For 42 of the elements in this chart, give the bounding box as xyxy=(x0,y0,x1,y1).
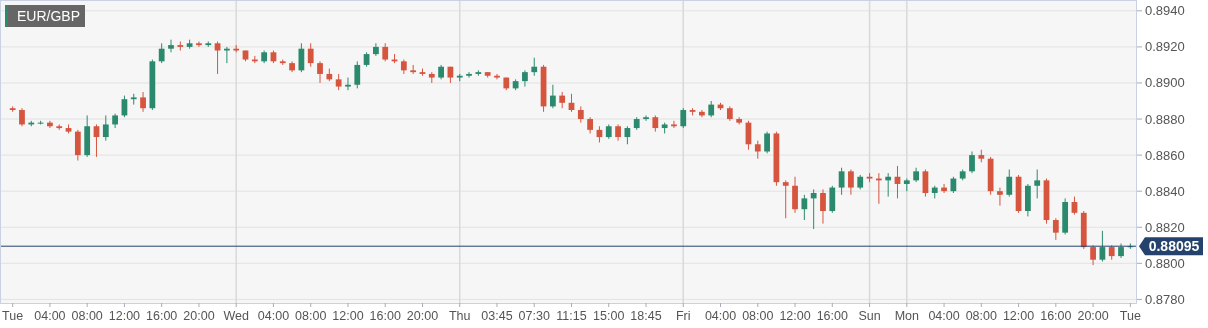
x-tick-label: 18:45 xyxy=(630,309,662,323)
x-tick-label: 04:00 xyxy=(257,309,290,323)
x-tick-label: Thu xyxy=(448,309,471,323)
x-tick-label: 16:00 xyxy=(146,309,178,323)
x-tick-label: 08:00 xyxy=(965,309,998,323)
x-tick-label: Tue xyxy=(2,309,24,323)
x-tick-label: 16:00 xyxy=(369,309,401,323)
x-tick-label: Fri xyxy=(675,309,691,323)
x-tick-label: Sun xyxy=(858,309,881,323)
x-tick-label: 16:00 xyxy=(816,309,848,323)
ref-line-label: 0.88095 xyxy=(1148,238,1200,255)
x-tick-label: 12:00 xyxy=(1002,309,1035,323)
y-tick-label: 0.8880 xyxy=(1145,111,1185,127)
x-tick-label: 04:00 xyxy=(34,309,66,323)
y-tick-label: 0.8820 xyxy=(1145,219,1185,235)
x-tick-label: 12:00 xyxy=(108,309,141,323)
y-tick-label: 0.8860 xyxy=(1145,147,1185,163)
x-tick-label: Tue xyxy=(1119,309,1141,323)
x-tick-label: 11:15 xyxy=(556,309,587,323)
x-tick-label: 20:00 xyxy=(1077,309,1109,323)
x-tick-label: 07:30 xyxy=(518,309,550,323)
y-tick-label: 0.8800 xyxy=(1145,255,1185,271)
y-tick-label: 0.8920 xyxy=(1145,39,1185,55)
y-tick-label: 0.8840 xyxy=(1145,183,1185,199)
x-tick-label: 15:00 xyxy=(593,309,625,323)
x-tick-label: 04:00 xyxy=(704,309,737,323)
x-tick-label: 08:00 xyxy=(71,309,103,323)
y-tick-label: 0.8940 xyxy=(1145,3,1185,19)
x-tick-label: 04:00 xyxy=(928,309,960,323)
x-tick-label: 03:45 xyxy=(481,309,513,323)
x-tick-label: Wed xyxy=(223,309,249,323)
x-tick-label: 16:00 xyxy=(1040,309,1072,323)
text: EUR/GBP xyxy=(17,8,81,24)
x-tick-label: 20:00 xyxy=(406,309,439,323)
x-tick-label: 08:00 xyxy=(295,309,327,323)
x-tick-label: 12:00 xyxy=(779,309,811,323)
y-tick-label: 0.8780 xyxy=(1145,291,1185,307)
y-tick-label: 0.8900 xyxy=(1145,75,1185,91)
x-tick-label: 12:00 xyxy=(332,309,364,323)
x-tick-label: Mon xyxy=(894,309,920,323)
x-tick-label: 20:00 xyxy=(183,309,215,323)
x-tick-label: 08:00 xyxy=(742,309,774,323)
